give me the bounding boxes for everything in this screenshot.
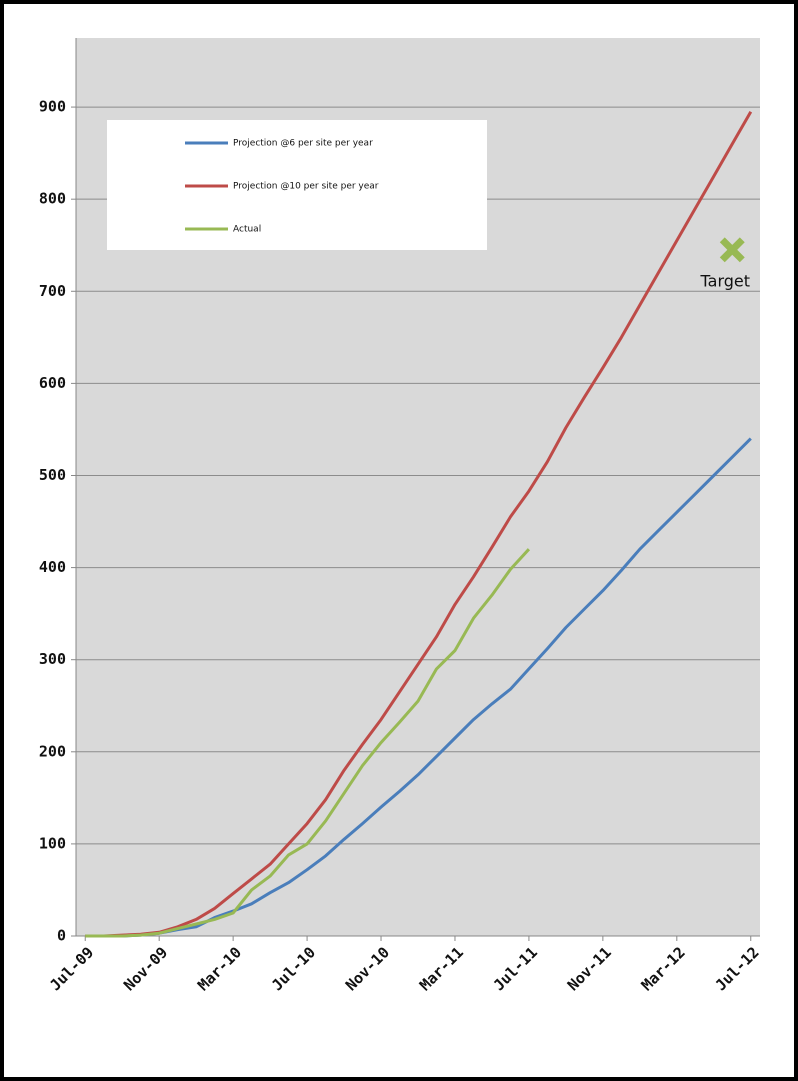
legend-label: Projection @10 per site per year bbox=[233, 182, 379, 192]
y-tick-label: 400 bbox=[39, 558, 66, 576]
legend-label: Projection @6 per site per year bbox=[233, 139, 373, 149]
target-marker bbox=[719, 237, 745, 263]
series-line bbox=[85, 548, 531, 938]
series-line bbox=[85, 110, 753, 938]
y-tick-label: 800 bbox=[39, 190, 66, 208]
y-tick-label: 500 bbox=[39, 466, 66, 484]
y-tick-label: 900 bbox=[39, 98, 66, 116]
y-tick-label: 300 bbox=[39, 650, 66, 668]
legend-label: Actual bbox=[233, 225, 261, 235]
annotation: Target bbox=[700, 271, 751, 290]
y-tick-label: 700 bbox=[39, 282, 66, 300]
y-tick-label: 0 bbox=[57, 927, 66, 945]
legend-box bbox=[107, 120, 487, 250]
y-tick-label: 200 bbox=[39, 742, 66, 760]
series-line bbox=[85, 437, 752, 938]
y-tick-label: 100 bbox=[39, 834, 66, 852]
y-tick-label: 600 bbox=[39, 374, 66, 392]
